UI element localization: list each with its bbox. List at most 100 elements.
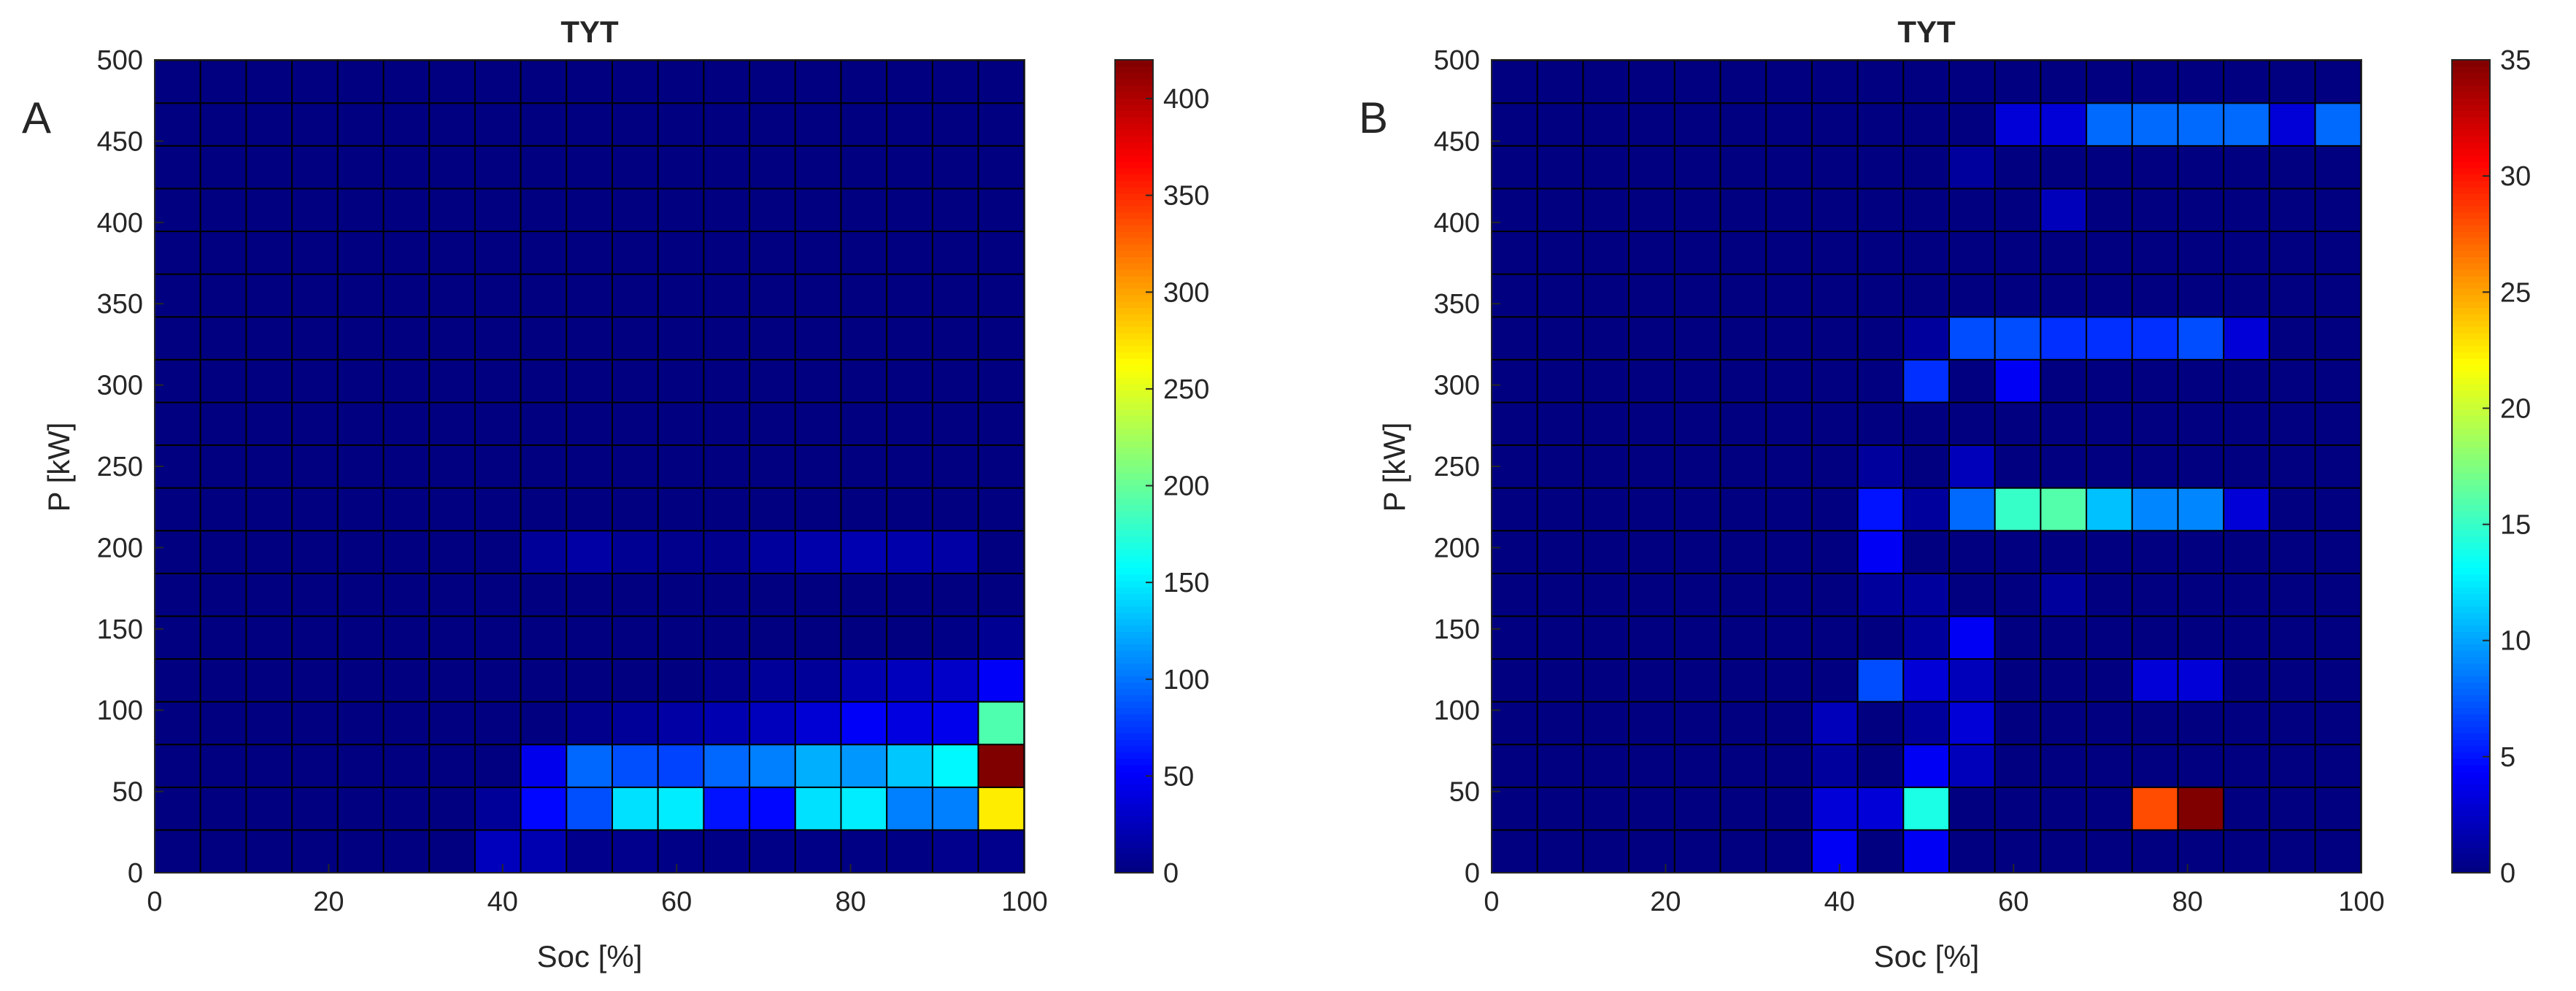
heatmap-cell (2223, 401, 2270, 447)
heatmap-cell (2314, 701, 2362, 746)
heatmap-cell (1856, 144, 1905, 190)
colorbar-segment (2452, 212, 2490, 220)
heatmap-cell (703, 615, 751, 660)
heatmap-cell (2040, 401, 2088, 447)
heatmap-cell (886, 316, 933, 360)
heatmap-cell (1719, 530, 1767, 574)
colorbar-segment (2452, 739, 2490, 747)
heatmap-cell (1810, 231, 1859, 275)
y-tick-label: 400 (1434, 208, 1480, 239)
heatmap-cell (1994, 487, 2042, 532)
heatmap-cell (657, 487, 705, 532)
colorbar-segment (2452, 491, 2490, 499)
heatmap-cell (520, 401, 568, 447)
colorbar-segment (1115, 117, 1153, 124)
heatmap-cell (428, 401, 476, 447)
heatmap-cell (566, 786, 613, 831)
colorbar-segment (2452, 758, 2490, 766)
heatmap-cell (428, 59, 476, 104)
heatmap-cell (2268, 615, 2316, 660)
heatmap-cell (2268, 701, 2316, 746)
heatmap-cell (291, 59, 339, 104)
colorbar-segment (2452, 428, 2490, 436)
y-axis-ticks: 0 50 100 150 200 250 300 350 400 450 500 (1434, 45, 1500, 889)
heatmap-cell (291, 658, 339, 703)
colorbar-segment (2452, 256, 2490, 264)
colorbar-tick-label: 30 (2500, 161, 2531, 192)
heatmap-cell (474, 786, 522, 831)
heatmap-cell (840, 572, 888, 617)
colorbar-segment (2452, 784, 2490, 791)
heatmap-cell (336, 701, 385, 746)
heatmap-cell (154, 273, 201, 318)
heatmap-cell (2086, 572, 2133, 617)
colorbar-segment (1115, 288, 1153, 296)
colorbar-segment (2452, 593, 2490, 601)
colorbar-segment (2452, 409, 2490, 416)
y-tick-label: 50 (1449, 777, 1480, 808)
heatmap-cell (1536, 444, 1584, 489)
heatmap-cell (2086, 701, 2133, 746)
colorbar-segment (2452, 288, 2490, 296)
heatmap-cell (382, 744, 431, 788)
heatmap-cell (1582, 358, 1630, 404)
colorbar-segment (1115, 606, 1153, 613)
x-tick-label: 100 (2338, 887, 2384, 917)
colorbar-segment (2452, 60, 2490, 67)
heatmap-cell (291, 786, 339, 831)
heatmap-cell (336, 59, 385, 104)
heatmap-cell (657, 273, 705, 318)
colorbar: 0 5 10 15 20 25 30 35 (2451, 45, 2531, 889)
heatmap-cell (977, 316, 1025, 360)
colorbar-segment (2452, 136, 2490, 143)
colorbar-segment (1115, 167, 1153, 175)
colorbar-segment (2452, 364, 2490, 372)
heatmap-cell (1628, 188, 1675, 233)
heatmap-cell (245, 701, 293, 746)
colorbar-segment (2452, 561, 2490, 568)
colorbar-segment (1115, 390, 1153, 397)
heatmap-cell (474, 102, 522, 147)
heatmap-cell (1902, 316, 1950, 360)
colorbar-segment (1115, 231, 1153, 239)
colorbar-segment (1115, 777, 1153, 784)
heatmap-cell (1719, 786, 1767, 831)
heatmap-cell (2040, 316, 2088, 360)
colorbar-segment (1115, 314, 1153, 321)
heatmap-cell (1902, 358, 1950, 404)
heatmap-cell (749, 487, 796, 532)
heatmap-cell (1673, 487, 1721, 532)
heatmap-cell (2314, 658, 2362, 703)
heatmap-cell (474, 316, 522, 360)
colorbar-segment (2452, 726, 2490, 734)
heatmap-cell (1491, 102, 1538, 147)
x-axis-ticks: 0 20 40 60 80 100 (147, 864, 1048, 917)
chart-title: TYT (560, 15, 619, 49)
heatmap-cell (199, 572, 247, 617)
heatmap-cell (2131, 144, 2179, 190)
heatmap-cell (154, 231, 201, 275)
colorbar-segment (1115, 85, 1153, 93)
colorbar-segment (1115, 828, 1153, 836)
heatmap-cell (566, 358, 613, 404)
heatmap-cell (1810, 273, 1859, 318)
heatmap-cell (291, 273, 339, 318)
colorbar-segment (1115, 333, 1153, 340)
heatmap-cell (2223, 273, 2270, 318)
panel-b: B TYT Soc [%] P [kW] 0 20 40 60 80 100 050100… (1359, 15, 2531, 973)
heatmap-cell (382, 615, 431, 660)
heatmap-cell (428, 572, 476, 617)
colorbar-segment (1115, 510, 1153, 518)
heatmap-cell (1765, 59, 1813, 104)
heatmap-cell (2314, 786, 2362, 831)
colorbar-segment (2452, 377, 2490, 385)
heatmap-cell (1994, 786, 2042, 831)
heatmap-cell (977, 658, 1025, 703)
colorbar-segment (2452, 263, 2490, 270)
heatmap-cell (1673, 59, 1721, 104)
colorbar-segment (1115, 663, 1153, 671)
colorbar-segment (2452, 606, 2490, 613)
heatmap-cell (1994, 701, 2042, 746)
heatmap-cell (931, 444, 979, 489)
heatmap-cell (1673, 744, 1721, 788)
